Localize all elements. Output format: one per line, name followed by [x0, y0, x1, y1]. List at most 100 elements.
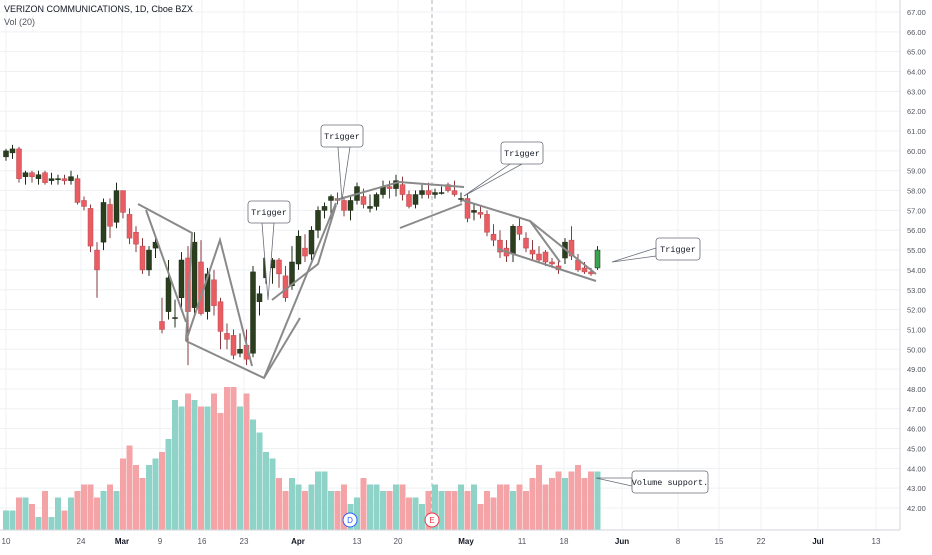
candle-body — [35, 174, 42, 179]
callout-text: Trigger — [660, 245, 696, 255]
candle-body — [419, 190, 425, 195]
volume-bar — [29, 504, 35, 530]
candle-body — [471, 210, 477, 213]
volume-bar — [380, 491, 386, 530]
pattern-line-descent-top — [529, 220, 597, 275]
pattern-line-top-upper — [335, 180, 465, 201]
volume-bar — [425, 491, 432, 530]
x-tick-label: Apr — [291, 537, 305, 546]
pattern-line-mid-v — [185, 236, 253, 367]
volume-bar — [484, 491, 490, 530]
volume-bar — [191, 400, 198, 530]
candle-body — [139, 245, 146, 271]
candle-body — [360, 196, 367, 205]
candle-body — [113, 190, 120, 223]
volume-bar — [107, 484, 113, 530]
y-tick-label: 48.00 — [907, 385, 926, 394]
candle-body — [126, 214, 133, 239]
y-tick-label: 65.00 — [907, 48, 926, 57]
candle-body — [458, 198, 464, 200]
y-tick-label: 47.00 — [907, 405, 926, 414]
candle-body — [107, 204, 113, 227]
volume-bar — [224, 387, 230, 530]
volume-bar — [490, 497, 497, 530]
volume-bar — [185, 393, 191, 530]
volume-bars — [3, 387, 601, 530]
volume-bar — [497, 484, 503, 530]
volume-bar — [250, 419, 256, 530]
candle-body — [55, 178, 61, 180]
candle-body — [497, 239, 503, 253]
candle-body — [68, 176, 74, 181]
price-axis[interactable]: 42.00 43.00 44.00 45.00 46.00 47.00 48.00 49.00… — [899, 0, 926, 530]
candle-body — [451, 190, 458, 195]
y-tick-label: 42.00 — [907, 504, 926, 513]
y-tick-label: 60.00 — [907, 147, 926, 156]
candle-body — [165, 277, 172, 312]
volume-bar — [549, 478, 555, 530]
volume-bar — [282, 491, 289, 530]
volume-indicator-label[interactable]: Vol (20) — [4, 17, 36, 27]
volume-bar — [386, 491, 393, 530]
candle-body — [477, 212, 484, 215]
volume-bar — [555, 471, 562, 530]
candle-body — [594, 249, 601, 269]
candle-body — [48, 178, 55, 181]
volume-bar — [87, 484, 94, 530]
volume-bar — [133, 465, 139, 530]
volume-bar — [464, 491, 471, 530]
volume-bar — [393, 484, 399, 530]
candle-body — [9, 148, 16, 154]
volume-bar — [568, 471, 575, 530]
volume-bar — [445, 491, 451, 530]
volume-bar — [263, 452, 269, 530]
volume-bar — [48, 517, 55, 530]
pattern-line-left-wedge — [137, 203, 194, 342]
candle-body — [516, 226, 523, 235]
x-tick-label: 13 — [353, 537, 362, 546]
volume-bar — [165, 439, 172, 530]
callout-box — [655, 237, 701, 261]
event-circle — [342, 512, 358, 528]
volume-bar — [471, 484, 477, 530]
volume-bar — [321, 471, 328, 530]
volume-bar — [243, 393, 250, 530]
y-tick-label: 67.00 — [907, 8, 926, 17]
y-tick-label: 54.00 — [907, 266, 926, 275]
volume-bar — [451, 491, 458, 530]
volume-bar — [237, 406, 243, 530]
candle-body — [386, 186, 393, 189]
annotation-callout: Trigger — [247, 200, 291, 301]
y-tick-label: 44.00 — [907, 464, 926, 473]
candle-body — [510, 226, 516, 255]
time-axis[interactable]: 10 24 Mar 9 16 23 Apr 13 20 May 11 18 Jun 8 15 22 Jul 13 D… — [0, 512, 900, 546]
candle-body — [568, 239, 575, 257]
volume-bar — [542, 484, 549, 530]
candle-body — [217, 301, 224, 332]
candle-body — [308, 229, 315, 255]
volume-bar — [35, 517, 42, 530]
volume-bar — [94, 497, 100, 530]
annotation-callout: Trigger — [320, 124, 364, 201]
volume-bar — [211, 393, 217, 530]
volume-bar — [230, 387, 237, 530]
annotation-callout: Volume support. — [595, 470, 709, 494]
y-tick-label: 46.00 — [907, 425, 926, 434]
candle-body — [230, 335, 237, 356]
candle-body — [120, 190, 126, 213]
pattern-line-rise-2 — [271, 204, 337, 301]
candle-body — [445, 184, 451, 191]
candle-body — [406, 194, 412, 207]
candle-body — [328, 196, 334, 201]
volume-bar — [22, 497, 29, 530]
x-tick-label: Jun — [615, 537, 629, 546]
candle-body — [490, 233, 497, 241]
symbol-title[interactable]: VERIZON COMMUNICATIONS, 1D, Cboe BZX — [4, 4, 193, 14]
x-tick-label: May — [458, 537, 474, 546]
candle-body — [191, 241, 198, 308]
event-label: D — [347, 516, 353, 525]
x-tick-label: 10 — [2, 537, 11, 546]
candle-body — [133, 231, 139, 245]
